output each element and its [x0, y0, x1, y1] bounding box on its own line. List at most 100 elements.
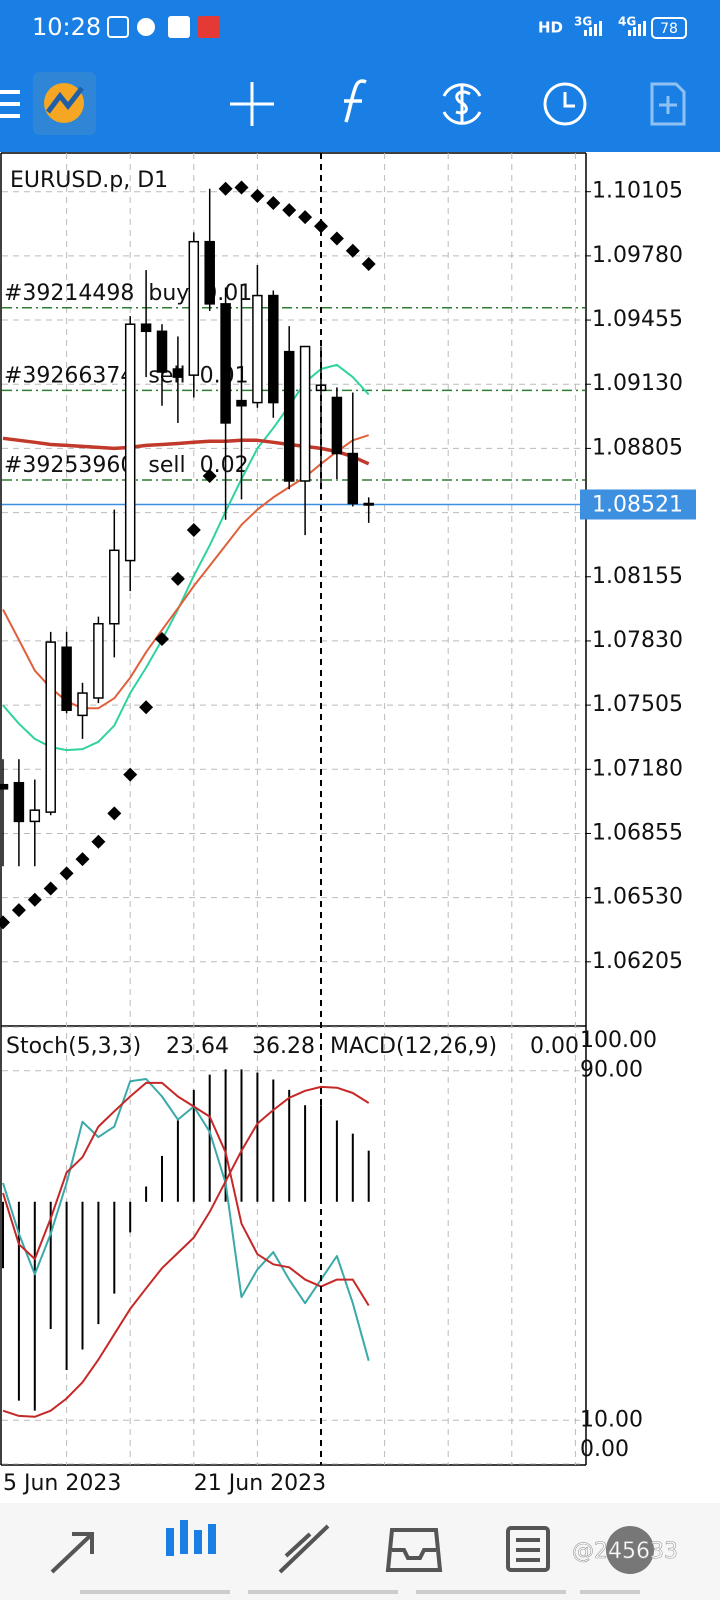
- candle-body: [172, 368, 184, 378]
- candle-body: [93, 623, 104, 699]
- sar-dot: [329, 231, 344, 246]
- y-tick-label: 100.00: [580, 1028, 657, 1053]
- sar-dot: [170, 571, 185, 586]
- sar-dot: [139, 700, 154, 715]
- indicator-value: 23.64: [166, 1034, 229, 1059]
- crosshair-button[interactable]: [230, 82, 274, 126]
- x-tick-label: 5 Jun 2023: [3, 1471, 121, 1496]
- candle-body: [299, 345, 311, 482]
- last-price-label: 1.08521: [592, 492, 683, 517]
- nav-indicators: [80, 1590, 640, 1594]
- y-tick-label: 1.09780: [592, 243, 683, 268]
- sar-dot: [11, 903, 26, 918]
- sar-dot: [218, 181, 233, 196]
- y-tick-label: 1.06205: [592, 949, 683, 974]
- trade-tab[interactable]: [278, 1524, 330, 1574]
- hd-label: HD: [538, 19, 563, 37]
- clock: 10:28: [32, 13, 101, 41]
- history-tab[interactable]: [385, 1528, 443, 1572]
- app-logo[interactable]: [33, 72, 96, 135]
- y-tick-label: 1.08805: [592, 435, 683, 460]
- sar-dot: [250, 188, 265, 203]
- sar-dot: [27, 892, 42, 907]
- order-label: #39214498 buy 0.01: [4, 281, 252, 306]
- battery-level: 78: [660, 21, 678, 37]
- chart-title: EURUSD.p, D1: [10, 168, 168, 193]
- y-tick-label: 1.09130: [592, 371, 683, 396]
- last-price-box: [580, 489, 696, 520]
- candle-body: [124, 323, 136, 562]
- candle-body: [45, 641, 56, 813]
- candle-body: [347, 452, 359, 505]
- signal-bars: [584, 21, 646, 36]
- indicator-title: MACD(12,26,9): [330, 1034, 497, 1059]
- y-tick-label: 1.08155: [592, 564, 683, 589]
- sar-dot: [202, 469, 217, 484]
- candle-body: [363, 502, 374, 506]
- candle-body: [252, 294, 263, 404]
- candle-body: [29, 809, 41, 823]
- messages-tab[interactable]: [606, 1526, 654, 1574]
- sar-dot: [234, 180, 249, 195]
- candle-body: [61, 646, 72, 711]
- candle-body: [109, 549, 120, 625]
- chart-frame: [0, 152, 587, 1466]
- candle-body: [0, 783, 9, 790]
- sar-dot: [155, 631, 169, 646]
- net-label: 4G: [618, 15, 636, 29]
- y-tick-label: 1.09455: [592, 307, 683, 332]
- template-button[interactable]: [650, 82, 686, 126]
- candle-body: [268, 294, 279, 404]
- sar-dot: [282, 203, 297, 218]
- y-tick-label: 1.06855: [592, 820, 683, 845]
- indicator-line: [2, 1085, 370, 1418]
- candle-body: [140, 323, 152, 333]
- y-tick-label: 1.07830: [592, 628, 683, 653]
- menu-button[interactable]: [0, 90, 20, 118]
- sar-dot: [298, 210, 313, 225]
- quotes-tab[interactable]: [50, 1532, 94, 1574]
- period-button[interactable]: [543, 82, 587, 126]
- y-tick-label: 0.00: [580, 1437, 629, 1462]
- sar-dot: [43, 881, 58, 896]
- sar-dot: [107, 806, 122, 821]
- notification-icons: [107, 16, 220, 38]
- net-label: 3G: [574, 15, 592, 29]
- sar-dot: [266, 195, 281, 210]
- indicators-button[interactable]: [344, 79, 367, 123]
- chart-tab[interactable]: [166, 1520, 216, 1556]
- sar-dot: [75, 852, 90, 867]
- candle-body: [331, 396, 343, 455]
- indicator-line: [2, 1078, 370, 1361]
- sar-dot: [345, 243, 360, 258]
- sar-dot: [91, 834, 106, 849]
- sar-dot: [0, 915, 10, 930]
- y-tick-label: 1.07180: [592, 756, 683, 781]
- indicator-value: 36.28: [252, 1034, 315, 1059]
- indicator-title: Stoch(5,3,3): [6, 1034, 141, 1059]
- candle-body: [77, 692, 88, 717]
- indicator-line: [2, 1081, 370, 1307]
- y-tick-label: 90.00: [580, 1058, 643, 1083]
- candle-body: [156, 330, 168, 373]
- news-tab[interactable]: [506, 1526, 550, 1572]
- candle-body: [204, 240, 215, 305]
- candle-body: [188, 240, 200, 376]
- sar-dot: [361, 256, 376, 271]
- candle-body: [220, 303, 231, 424]
- trade-button[interactable]: [442, 83, 482, 125]
- sar-dot: [186, 522, 201, 537]
- y-tick-label: 10.00: [580, 1407, 643, 1432]
- indicator-value: 0.00: [530, 1034, 579, 1059]
- y-tick-label: 1.10105: [592, 179, 683, 204]
- y-tick-label: 1.07505: [592, 692, 683, 717]
- x-tick-label: 21 Jun 2023: [194, 1471, 326, 1496]
- candle-body: [283, 350, 295, 482]
- indicator-line: [2, 363, 370, 752]
- y-tick-label: 1.06530: [592, 885, 683, 910]
- candle-body: [13, 781, 25, 823]
- battery: [651, 17, 687, 39]
- sar-dot: [59, 866, 74, 881]
